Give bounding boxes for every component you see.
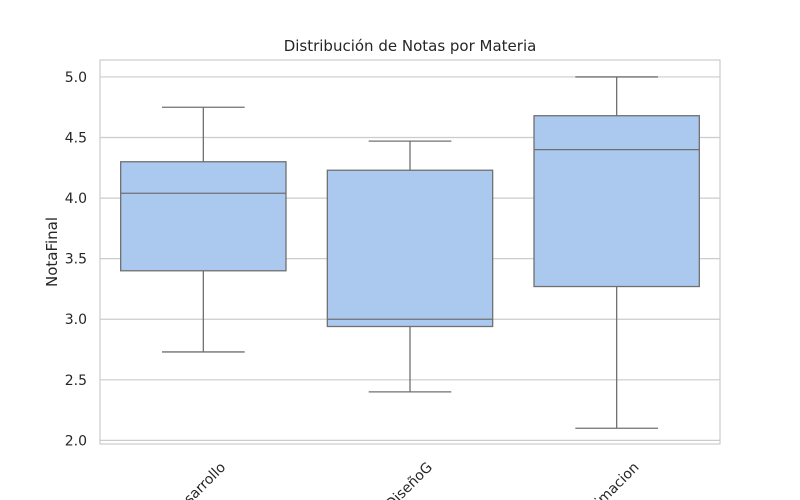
y-tick-label: 4.0	[65, 191, 87, 207]
y-tick-label: 2.5	[65, 373, 87, 389]
y-axis-label: NotaFinal	[43, 217, 61, 287]
box-desarrollo	[120, 106, 287, 353]
box-diseñog	[326, 140, 494, 393]
boxes	[120, 76, 700, 429]
y-tick-label: 4.5	[65, 131, 87, 147]
iqr-box	[326, 169, 494, 328]
iqr-box	[533, 115, 700, 288]
y-tick-label: 3.5	[65, 252, 87, 268]
y-tick-label: 2.0	[65, 433, 87, 449]
y-axis-ticks: 2.0 2.5 3.0 3.5 4.0 4.5 5.0	[65, 70, 87, 449]
y-tick-label: 5.0	[65, 70, 87, 86]
chart-title: Distribución de Notas por Materia	[284, 37, 537, 55]
plot-frame	[99, 59, 721, 445]
y-tick-label: 3.0	[65, 312, 87, 328]
box-animacion	[533, 76, 700, 429]
iqr-box	[120, 161, 287, 272]
